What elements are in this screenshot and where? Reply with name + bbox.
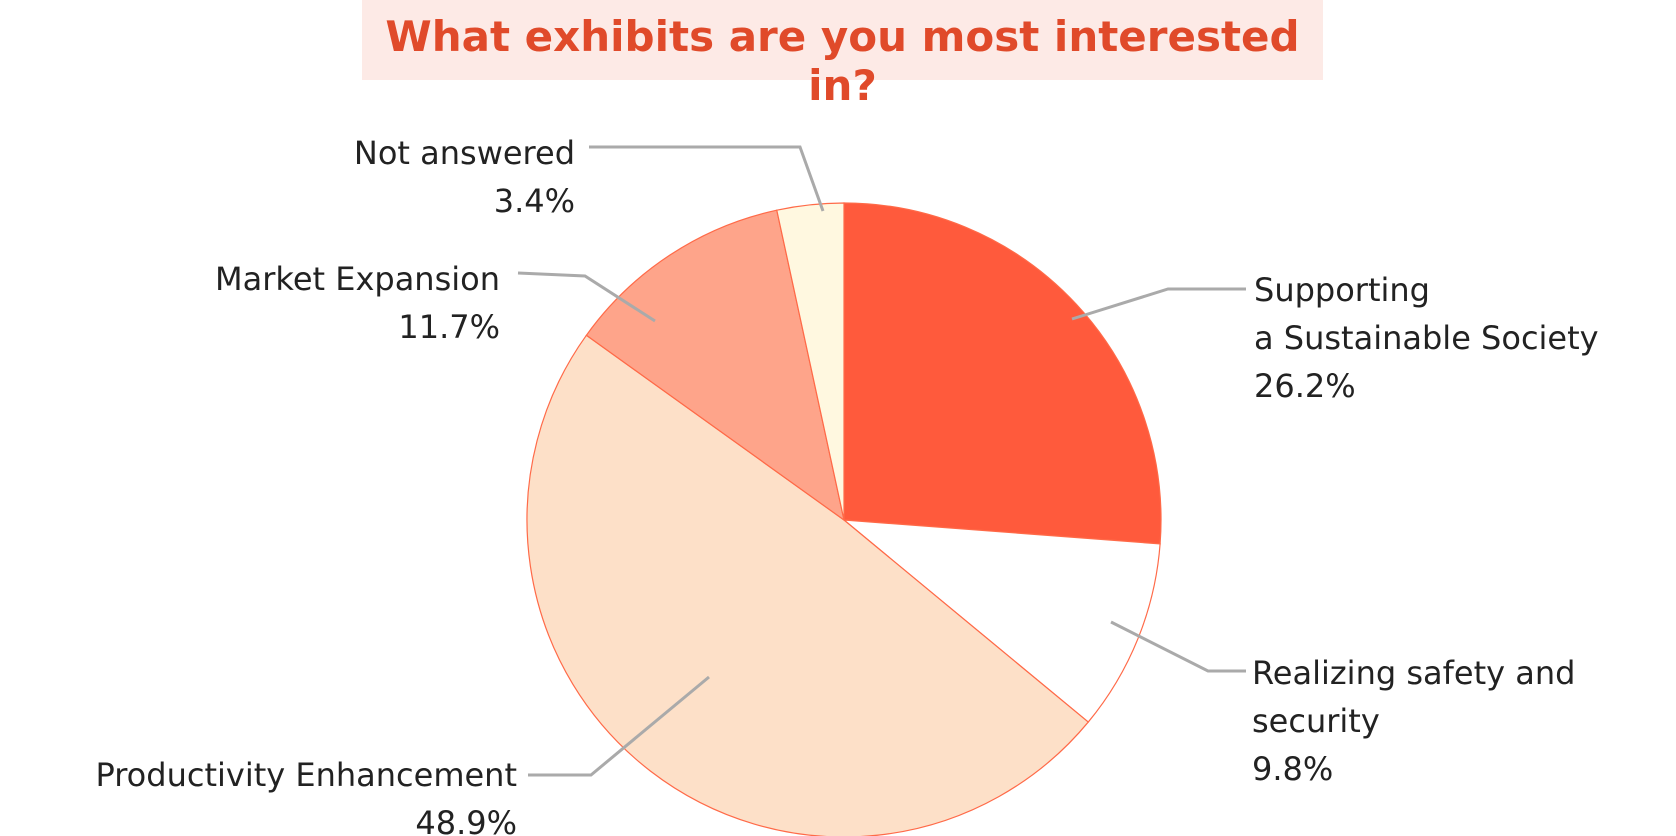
value-label: 11.7%	[398, 308, 500, 346]
leader-line	[517, 271, 656, 323]
pie-slice	[843, 202, 1162, 545]
slice-label: Not answered 3.4%	[354, 129, 575, 225]
slice-label: Market Expansion 11.7%	[215, 255, 500, 351]
chart-title: What exhibits are you most interested in…	[385, 12, 1300, 110]
pie-slice	[842, 519, 1161, 723]
pie-slice	[776, 202, 845, 521]
slice-label: Productivity Enhancement 48.9%	[95, 751, 517, 836]
category-label: Realizing safety and security	[1252, 654, 1576, 740]
category-label: Supporting a Sustainable Society	[1254, 271, 1599, 357]
slice-label: Supporting a Sustainable Society 26.2%	[1254, 266, 1599, 410]
slice-label: Realizing safety and security 9.8%	[1252, 649, 1575, 793]
leader-line	[589, 145, 825, 212]
leader-line	[1110, 620, 1246, 673]
pie	[526, 202, 1162, 836]
pie-slice	[585, 209, 845, 522]
category-label: Market Expansion	[215, 260, 500, 298]
leader-line	[1071, 287, 1246, 321]
category-label: Productivity Enhancement	[95, 756, 517, 794]
leader-lines	[517, 145, 1246, 777]
value-label: 48.9%	[415, 804, 517, 836]
value-label: 3.4%	[493, 182, 575, 220]
category-label: Not answered	[353, 134, 575, 172]
leader-line	[528, 675, 710, 777]
title-box: What exhibits are you most interested in…	[362, 0, 1323, 110]
value-label: 9.8%	[1252, 750, 1334, 788]
value-label: 26.2%	[1254, 367, 1356, 405]
